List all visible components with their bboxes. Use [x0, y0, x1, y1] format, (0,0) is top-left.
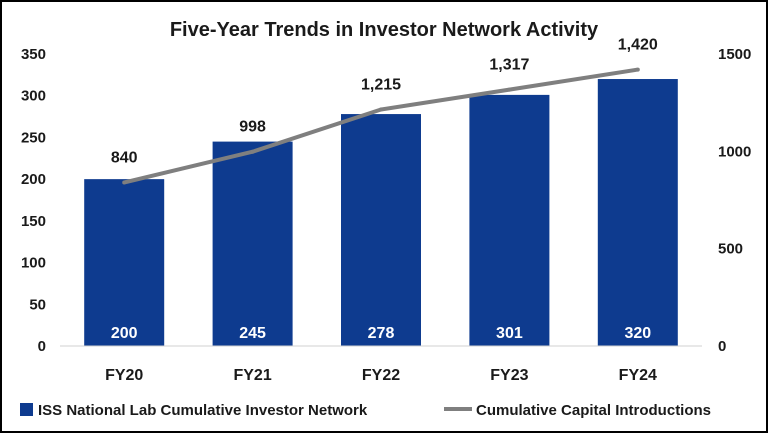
line-value-label: 1,420	[618, 37, 658, 54]
bar-value-label: 200	[111, 325, 138, 342]
line-value-label: 998	[239, 119, 266, 136]
legend-label-capital-introductions: Cumulative Capital Introductions	[476, 402, 711, 419]
legend: ISS National Lab Cumulative Investor Net…	[20, 402, 711, 419]
x-axis-tick-label: FY22	[362, 367, 400, 384]
right-axis-tick-label: 0	[718, 338, 726, 355]
bar-value-label: 245	[239, 325, 266, 342]
line-value-label: 1,215	[361, 76, 401, 93]
line-point	[379, 107, 383, 112]
bar-value-labels: 200 245 278 301 320	[111, 325, 651, 342]
right-axis-tick-label: 500	[718, 241, 743, 258]
bar-value-label: 278	[368, 325, 395, 342]
left-axis-tick-label: 0	[38, 338, 46, 355]
left-axis-tick-label: 200	[21, 171, 46, 188]
x-axis-tick-label: FY20	[105, 367, 143, 384]
legend-swatch-bar	[20, 403, 33, 416]
x-axis-tick-label: FY21	[233, 367, 271, 384]
bar-fy20	[84, 179, 165, 346]
line-point	[507, 87, 512, 92]
legend-label-investor-network: ISS National Lab Cumulative Investor Net…	[38, 402, 368, 419]
line-value-label: 1,317	[489, 57, 529, 74]
x-axis: FY20 FY21 FY22 FY23 FY24	[60, 345, 702, 384]
left-axis-tick-label: 50	[29, 296, 46, 313]
line-point	[635, 67, 640, 72]
bar-value-label: 301	[496, 325, 523, 342]
bar-fy23	[469, 94, 550, 346]
left-axis-tick-label: 300	[21, 88, 46, 105]
line-value-labels: 840 998 1,215 1,317 1,420	[111, 37, 658, 167]
left-axis-tick-label: 150	[21, 213, 46, 230]
left-axis-tick-label: 350	[21, 46, 46, 63]
x-axis-tick-label: FY24	[619, 367, 657, 384]
line-value-label: 840	[111, 149, 138, 166]
bar-fy21	[212, 141, 293, 346]
bar-fy24	[597, 79, 678, 347]
left-axis: 0 50 100 150 200 250 300 350	[21, 46, 46, 355]
left-axis-tick-label: 100	[21, 255, 46, 272]
bar-fy22	[341, 114, 421, 346]
bar-value-label: 320	[624, 325, 651, 342]
bar-series	[84, 79, 678, 347]
line-point	[250, 149, 255, 154]
right-axis: 0 500 1000 1500	[718, 46, 751, 355]
x-axis-tick-label: FY23	[490, 367, 528, 384]
left-axis-tick-label: 250	[21, 129, 46, 146]
chart-title: Five-Year Trends in Investor Network Act…	[170, 19, 599, 41]
right-axis-tick-label: 1000	[718, 143, 751, 160]
line-point	[122, 180, 127, 185]
right-axis-tick-label: 1500	[718, 46, 751, 63]
line-series	[122, 67, 640, 185]
